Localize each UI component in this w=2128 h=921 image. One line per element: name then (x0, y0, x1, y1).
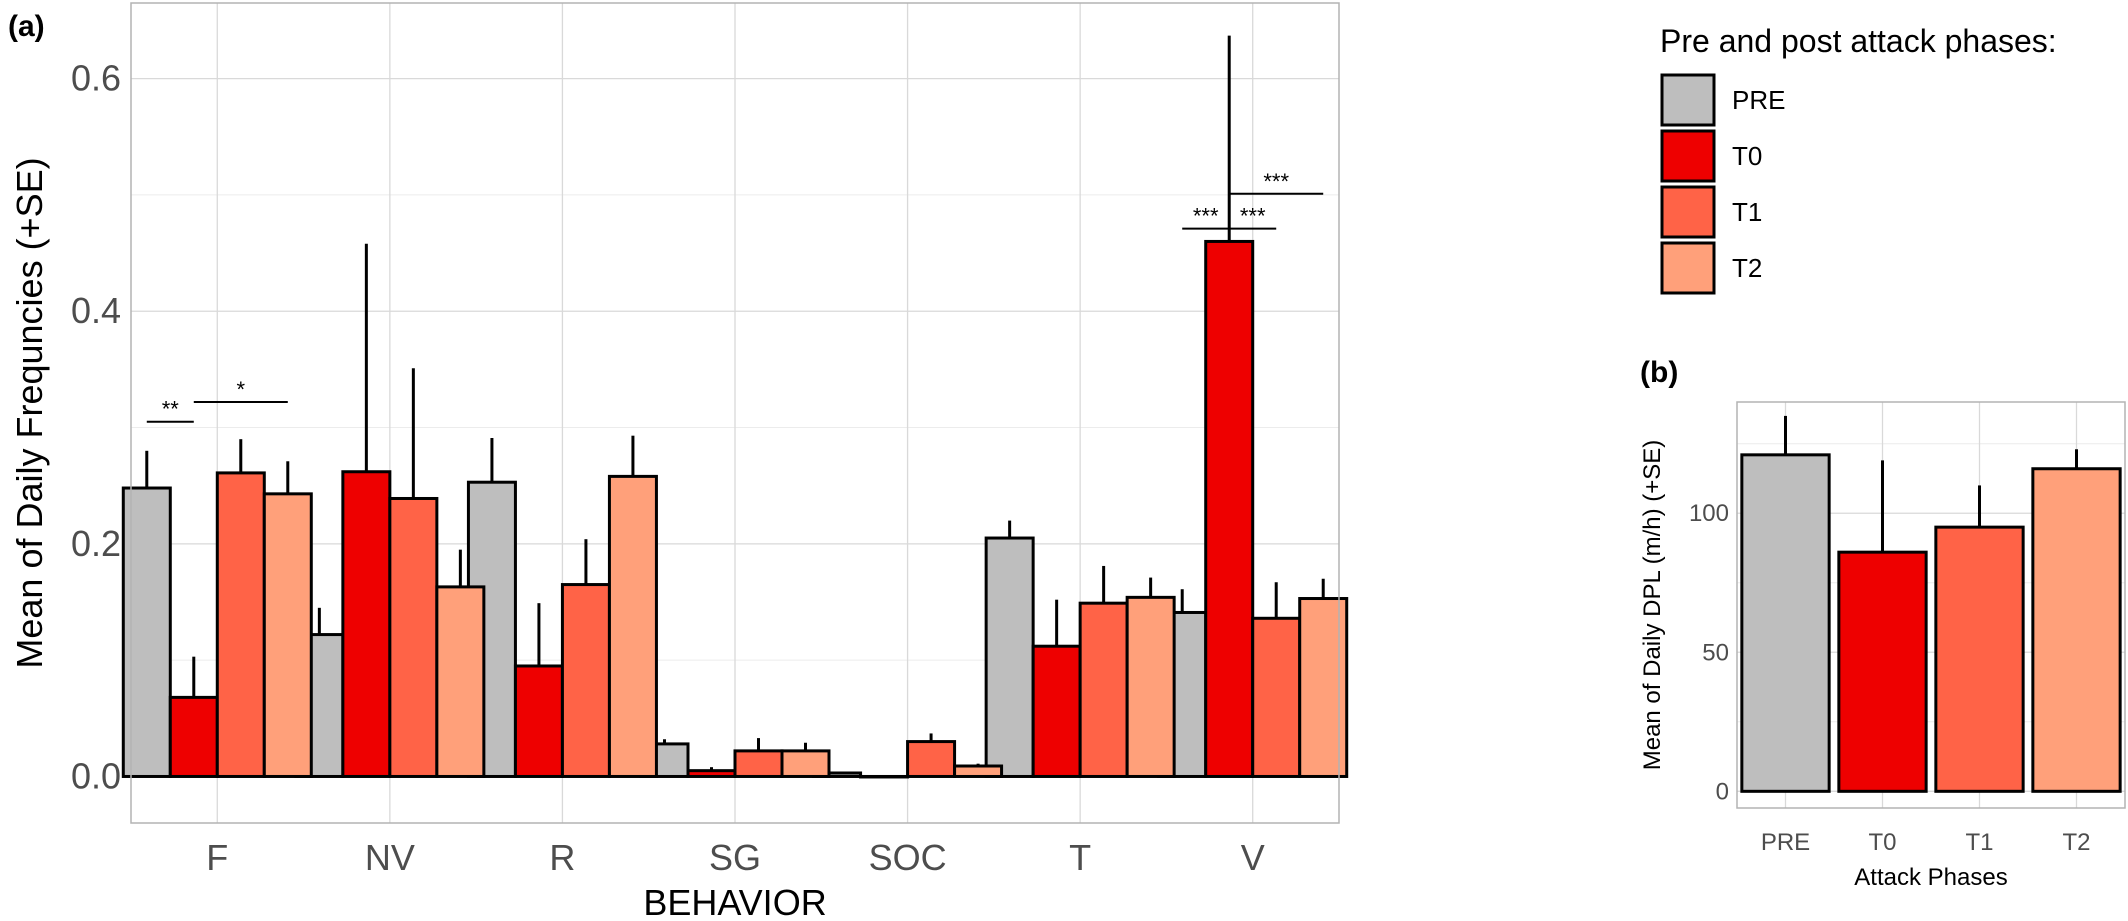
significance-label: * (237, 377, 246, 402)
bar-pre (1740, 453, 1831, 793)
panel-b-border (1736, 401, 2126, 809)
x-tick-label: T1 (1965, 829, 1993, 856)
x-tick-label: PRE (1761, 829, 1810, 856)
panel-label-b: (b) (1640, 356, 1678, 389)
panel-b: 0 50 100 PRE T0 T1 T2 Attack Phases Mean of Dail… (1639, 356, 2126, 891)
bar-t0-r (513, 664, 564, 778)
bar-t2-sg (780, 749, 831, 778)
bar-t1-v (1251, 616, 1302, 778)
bar-t2-f (262, 492, 313, 778)
legend: Pre and post attack phases: PRE T0 T1 T2 (1660, 23, 2057, 295)
bar-t1 (1934, 525, 2025, 793)
panel-a-bars (121, 35, 1349, 779)
bar-t1-soc (906, 740, 957, 778)
legend-title: Pre and post attack phases: (1660, 23, 2057, 59)
y-tick-label: 0 (1716, 778, 1729, 805)
bar-t2-t (1125, 595, 1176, 778)
x-tick-label: SG (709, 837, 761, 878)
x-tick-label: NV (365, 837, 415, 878)
bar-t2-soc (953, 764, 1004, 778)
panel-b-bars (1740, 415, 2122, 793)
bar-t2 (2031, 467, 2122, 793)
x-tick-label: F (206, 837, 228, 878)
y-tick-label: 100 (1689, 500, 1729, 527)
x-tick-label: V (1241, 837, 1265, 878)
bar-t0-t (1031, 644, 1082, 778)
panel-a-significance: ****** ****** (146, 169, 1324, 423)
y-axis-title: Mean of Daily Frequncies (+SE) (9, 157, 50, 668)
y-tick-label: 0.4 (71, 290, 121, 331)
bar-t1-nv (388, 496, 439, 778)
bar-t0-nv (341, 470, 392, 778)
y-tick-label: 0.0 (71, 755, 121, 796)
legend-label-t2: T2 (1732, 253, 1762, 283)
x-tick-label: T2 (2062, 829, 2090, 856)
bar-t2-nv (435, 585, 486, 778)
legend-label-pre: PRE (1732, 85, 1785, 115)
significance-label: *** (1263, 169, 1289, 194)
x-tick-label: T0 (1868, 829, 1896, 856)
x-axis-title: BEHAVIOR (643, 882, 826, 921)
x-axis-title: Attack Phases (1854, 864, 2007, 891)
bar-t1-sg (733, 749, 784, 778)
legend-swatch-t0 (1660, 129, 1716, 183)
bar-pre-t (984, 536, 1035, 778)
significance-label: ** (162, 397, 180, 422)
bar-t0-soc (859, 774, 910, 779)
y-tick-label: 50 (1702, 639, 1729, 666)
legend-label-t0: T0 (1732, 141, 1762, 171)
significance-label: *** (1193, 204, 1219, 229)
bar-t1-f (215, 471, 266, 778)
bar-t0 (1837, 550, 1928, 793)
x-tick-label: R (549, 837, 575, 878)
significance-label: *** (1240, 204, 1266, 229)
legend-swatch-t1 (1660, 185, 1716, 239)
bar-t0-sg (686, 769, 737, 778)
x-tick-label: SOC (869, 837, 947, 878)
y-tick-label: 0.2 (71, 523, 121, 564)
panel-label-a: (a) (8, 10, 45, 43)
panel-a: ****** ******0.00.20.40.6F NV R SG SOC T VBEHAV… (8, 2, 1349, 921)
bar-t2-r (607, 474, 658, 778)
bar-t0-v (1204, 239, 1255, 778)
y-axis-title: Mean of Daily DPL (m/h) (+SE) (1639, 440, 1666, 771)
legend-swatch-pre (1660, 73, 1716, 127)
y-tick-label: 0.6 (71, 58, 121, 99)
bar-t0-f (168, 695, 219, 778)
x-tick-label: T (1069, 837, 1091, 878)
bar-t1-r (560, 583, 611, 778)
legend-swatch-t2 (1660, 241, 1716, 295)
bar-t1-t (1078, 601, 1129, 778)
legend-label-t1: T1 (1732, 197, 1762, 227)
panel-a-border (130, 2, 1340, 824)
